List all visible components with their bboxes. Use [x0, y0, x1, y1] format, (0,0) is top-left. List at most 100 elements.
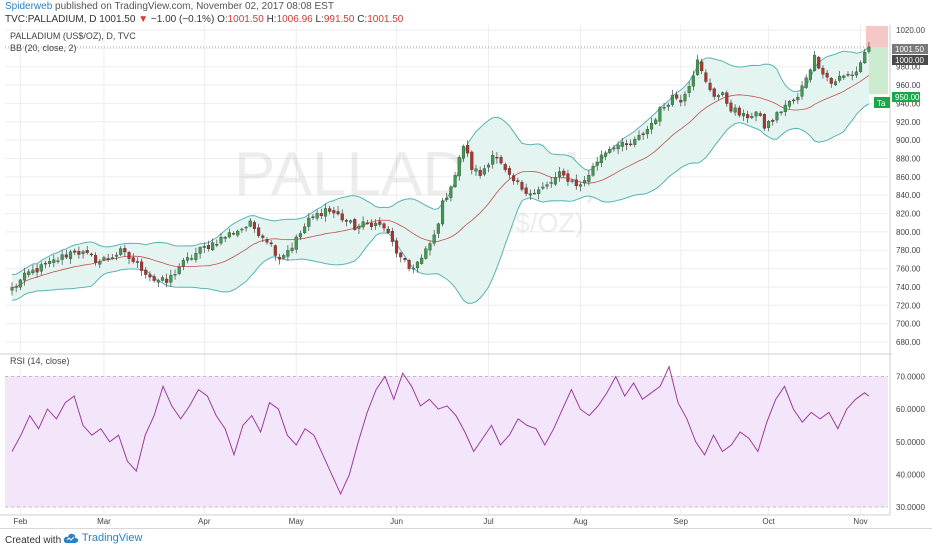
candle-body: [524, 187, 528, 194]
close-value: 1001.50: [367, 14, 404, 25]
candles: [10, 41, 871, 296]
candle-body: [587, 175, 591, 182]
candle-body: [294, 236, 298, 250]
candle-body: [520, 181, 524, 190]
candle-body: [670, 95, 674, 105]
candle-body: [98, 261, 102, 265]
candle-body: [22, 272, 27, 281]
candle-body: [395, 240, 399, 254]
candle-body: [503, 164, 507, 170]
price-tick-label: 980.00: [896, 63, 921, 72]
price-tick-label: 960.00: [896, 81, 921, 90]
author-link[interactable]: Spiderweb: [5, 1, 53, 12]
candle-body: [131, 257, 135, 262]
candle-body: [461, 146, 465, 159]
candle-body: [695, 59, 700, 75]
rsi-tick-label: 40.0000: [896, 470, 925, 479]
tradingview-brand: TradingView: [81, 532, 143, 544]
candle-body: [277, 256, 282, 260]
candle-body: [641, 133, 645, 136]
candle-body: [135, 261, 139, 263]
candle-body: [762, 114, 766, 129]
candle-body: [482, 168, 486, 175]
candle-body: [637, 135, 641, 140]
candle-body: [282, 255, 286, 259]
candle-body: [173, 274, 177, 276]
candle-body: [73, 250, 77, 253]
axes: 680.00 700.00 720.00 740.00 760.00 780.00 800.…: [0, 25, 925, 526]
price-tick-label: 780.00: [896, 246, 921, 255]
target-price-label: 950.00: [895, 93, 920, 102]
candle-body: [604, 152, 608, 157]
candle-body: [336, 211, 340, 215]
candle-body: [311, 216, 315, 218]
candle-body: [236, 230, 240, 236]
candle-body: [595, 161, 599, 166]
candle-body: [716, 95, 720, 98]
candle-body: [244, 226, 248, 229]
last-price-box: [892, 44, 928, 54]
candle-body: [808, 69, 812, 80]
target-price-box: [892, 92, 920, 102]
candle-body: [211, 242, 215, 251]
chart-canvas[interactable]: PALLADIUM, D PALLADIUM (US$/OZ) 680.0070…: [0, 0, 932, 528]
candle-body: [691, 75, 695, 87]
candle-body: [867, 46, 871, 52]
candle-body: [495, 156, 499, 159]
candle-body: [353, 219, 357, 230]
candle-body: [453, 175, 457, 188]
tradingview-logo[interactable]: TradingView: [63, 532, 142, 544]
candle-body: [645, 129, 649, 135]
candle-body: [863, 52, 867, 64]
time-tick-label: Apr: [198, 517, 211, 526]
candle-body: [102, 257, 106, 261]
candle-body: [779, 111, 783, 114]
candle-body: [411, 267, 415, 270]
candle-body: [52, 259, 56, 263]
candle-body: [796, 97, 800, 101]
candle-body: [578, 184, 583, 187]
candle-body: [737, 107, 741, 116]
candle-body: [858, 62, 863, 72]
candle-body: [378, 221, 382, 225]
price-change: −1.00 (−0.1%): [150, 14, 215, 25]
candle-body: [545, 184, 549, 187]
candle-body: [741, 113, 746, 117]
candle-body: [599, 154, 603, 164]
candle-body: [140, 261, 144, 271]
candle-body: [81, 251, 85, 254]
candle-body: [252, 222, 256, 229]
candle-body: [420, 257, 424, 264]
candle-body: [821, 67, 825, 75]
time-tick-label: Sep: [674, 517, 689, 526]
candle-body: [303, 226, 307, 234]
target-tag-box[interactable]: [874, 97, 890, 108]
bb-upper: [11, 46, 870, 276]
candle-body: [165, 278, 169, 283]
candle-body: [94, 255, 98, 263]
candle-body: [14, 286, 18, 288]
candle-body: [574, 179, 578, 187]
price-tick-label: 880.00: [896, 154, 921, 163]
candle-body: [307, 217, 311, 227]
candle-body: [620, 141, 624, 147]
open-value: 1001.50: [227, 14, 264, 25]
target-tag-label[interactable]: Ta: [877, 99, 886, 108]
candle-body: [328, 208, 332, 212]
candle-body: [365, 222, 369, 224]
candle-body: [842, 75, 846, 78]
candle-body: [332, 210, 336, 214]
candle-body: [775, 112, 779, 121]
candle-body: [712, 88, 716, 97]
price-tick-label: 740.00: [896, 283, 921, 292]
series-legend: PALLADIUM (US$/OZ), D, TVC: [10, 31, 136, 41]
candle-body: [56, 260, 60, 262]
candle-body: [507, 168, 511, 175]
candle-body: [144, 269, 148, 275]
candle-body: [123, 248, 127, 253]
candle-body: [39, 264, 43, 272]
candle-body: [428, 243, 432, 251]
candle-body: [783, 104, 787, 113]
candle-body: [658, 107, 662, 122]
time-tick-label: Nov: [853, 517, 867, 526]
